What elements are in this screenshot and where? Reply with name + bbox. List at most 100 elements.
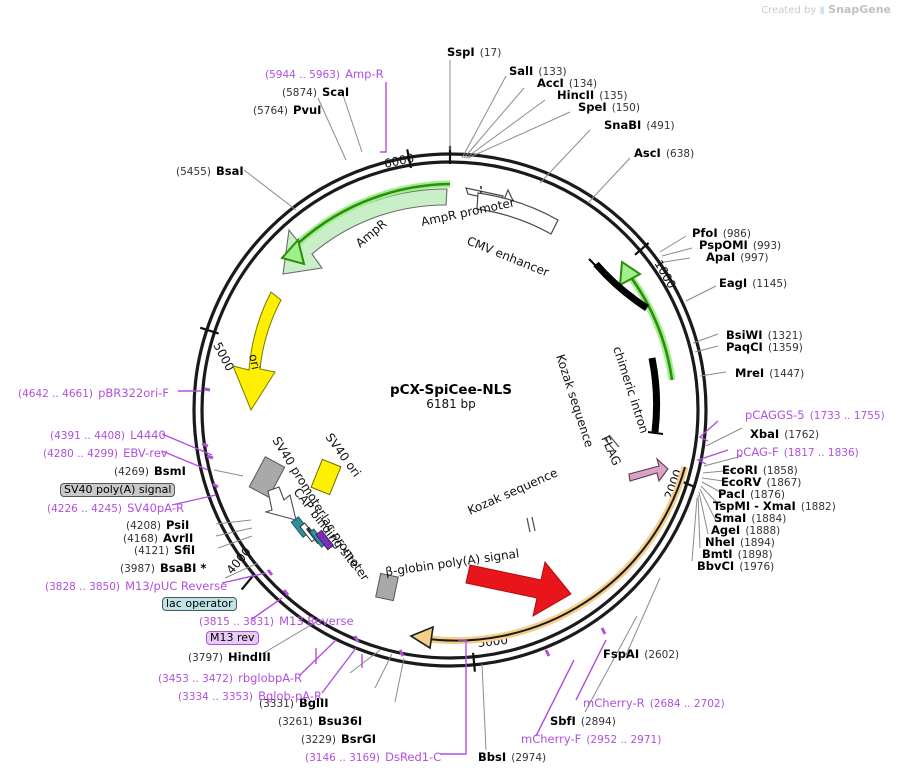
enzyme-name: HindIII [228,650,271,664]
tick-label-1000: 1000 [651,258,678,291]
feature-sv40-ori [310,458,342,496]
enzyme-position: (1894) [739,537,775,549]
site-hincii[interactable]: HincII (135) [557,86,627,103]
site-pspomi[interactable]: PspOMI (993) [699,236,781,253]
enzyme-position: (1976) [739,561,775,573]
site-nhei[interactable]: NheI (1894) [705,533,775,550]
primer-m13-puc-reverse[interactable]: (3828 .. 3850) M13/pUC Reverse [45,577,227,594]
site-ecorv[interactable]: EcoRV (1867) [721,473,801,490]
site-bmti[interactable]: BmtI (1898) [702,545,773,562]
enzyme-position: (5764) [253,105,288,117]
site-paci[interactable]: PacI (1876) [718,485,785,502]
enzyme-name: EagI [719,276,748,290]
primer-amp-r[interactable]: (5944 .. 5963) Amp-R [265,65,384,82]
enzyme-position: (1884) [751,513,787,525]
enzyme-name: PaqCI [726,340,763,354]
enzyme-position: (4168) [123,533,158,545]
enzyme-name: ApaI [706,250,736,264]
primer-dsred1-c[interactable]: (3146 .. 3169) DsRed1-C [305,748,441,765]
enzyme-name: BsiWI [726,328,763,342]
enzyme-name: EcoRI [722,463,758,477]
site-sfii[interactable]: (4121) SfiI [134,541,195,558]
site-bsiwi[interactable]: BsiWI (1321) [726,326,803,343]
enzyme-position: (4208) [126,520,161,532]
boxed-label-lac-operator[interactable]: lac operator [162,594,237,611]
boxed-label-m13-rev[interactable]: M13 rev [206,628,259,645]
site-spei[interactable]: SpeI (150) [578,98,640,115]
enzyme-name: PfoI [692,226,718,240]
enzyme-position: (1762) [784,429,820,441]
site-bglii[interactable]: (3331) BglII [259,694,329,711]
enzyme-position: (1882) [800,501,836,513]
primer-name: DsRed1-C [385,750,442,764]
site-tspmi-xmai[interactable]: TspMI - XmaI (1882) [713,497,836,514]
site-asci[interactable]: AscI (638) [634,144,694,161]
primer-pcag-f[interactable]: pCAG-F (1817 .. 1836) [736,443,859,460]
site-sbfi[interactable]: SbfI (2894) [550,712,616,729]
enzyme-name: BbvCI [697,559,735,573]
feature-beta-globin-polya [375,572,399,602]
primer-name: pCAGGS-5 [745,408,805,422]
feature-mrfp1 [465,560,572,618]
enzyme-position: (1867) [766,477,802,489]
primer-m13-reverse[interactable]: (3815 .. 3831) M13 Reverse [199,612,354,629]
snapgene-logo-icon: ▮ [819,5,825,16]
enzyme-name: EcoRV [721,475,762,489]
site-xbai[interactable]: XbaI (1762) [750,425,819,442]
site-smai[interactable]: SmaI (1884) [714,509,786,526]
primer-pbr322ori-f[interactable]: (4642 .. 4661) pBR322ori-F [18,384,169,401]
primer-mcherry-f[interactable]: mCherry-F (2952 .. 2971) [521,730,661,747]
site-acci[interactable]: AccI (134) [537,74,597,91]
primer-ebv-rev[interactable]: (4280 .. 4299) EBV-rev [43,444,168,461]
site-paqci[interactable]: PaqCI (1359) [726,338,803,355]
primer-range: (2952 .. 2971) [586,734,662,746]
site-bbsi[interactable]: BbsI (2974) [478,748,546,765]
primer-range: (1733 .. 1755) [809,410,885,422]
enzyme-position: (4269) [114,466,149,478]
boxed-label-text: lac operator [162,597,237,611]
site-bsabi[interactable]: (3987) BsaBI * [120,559,206,576]
tick-label-6000: 6000 [383,151,416,171]
primer-pcaggs-5[interactable]: pCAGGS-5 (1733 .. 1755) [745,406,885,423]
feature-label-kozak-2: Kozak sequence [466,466,560,518]
site-bsmi[interactable]: (4269) BsmI [114,462,186,479]
enzyme-position: (1145) [752,278,788,290]
enzyme-position: (134) [568,78,598,90]
enzyme-position: (997) [740,252,769,264]
boxed-label-sv40-polya-signal[interactable]: SV40 poly(A) signal [60,480,176,497]
site-bsu36i[interactable]: (3261) Bsu36I [278,712,362,729]
feature-label-ori: ori [246,353,263,371]
site-sali[interactable]: SalI (133) [509,62,567,79]
enzyme-position: (5455) [176,166,211,178]
enzyme-position: (986) [722,228,751,240]
site-apai[interactable]: ApaI (997) [706,248,769,265]
enzyme-position: (3987) [120,563,155,575]
site-bsai[interactable]: (5455) BsaI [176,162,244,179]
site-bsrgi[interactable]: (3229) BsrGI [301,730,376,747]
enzyme-name: SpeI [578,100,607,114]
site-pvui[interactable]: (5764) PvuI [253,101,321,118]
site-scai[interactable]: (5874) ScaI [282,83,349,100]
enzyme-name: PvuI [293,103,322,117]
site-mrei[interactable]: MreI (1447) [735,364,804,381]
primer-mcherry-r[interactable]: mCherry-R (2684 .. 2702) [583,694,725,711]
site-avrii[interactable]: (4168) AvrII [123,529,193,546]
site-pfoi[interactable]: PfoI (986) [692,224,751,241]
enzyme-position: (3797) [188,652,223,664]
primer-rbglobpa-r[interactable]: (3453 .. 3472) rbglobpA-R [158,669,302,686]
site-ecori[interactable]: EcoRI (1858) [722,461,798,478]
site-hindiii[interactable]: (3797) HindIII [188,648,271,665]
primer-bglob-pa-r[interactable]: (3334 .. 3353) Bglob-pA-R [178,687,322,704]
boxed-label-text: M13 rev [206,631,259,645]
primer-l4440[interactable]: (4391 .. 4408) L4440 [50,426,166,443]
enzyme-name: Bsu36I [318,714,363,728]
site-sspi[interactable]: SspI (17) [447,43,501,60]
site-snabi[interactable]: SnaBI (491) [604,116,675,133]
site-agei[interactable]: AgeI (1888) [711,521,780,538]
site-psii[interactable]: (4208) PsiI [126,516,189,533]
site-bbvci[interactable]: BbvCI (1976) [697,557,774,574]
enzyme-position: (3331) [259,698,294,710]
site-eagi[interactable]: EagI (1145) [719,274,787,291]
primer-sv40pa-r[interactable]: (4226 .. 4245) SV40pA-R [47,499,184,516]
site-fspai[interactable]: FspAI (2602) [603,645,679,662]
